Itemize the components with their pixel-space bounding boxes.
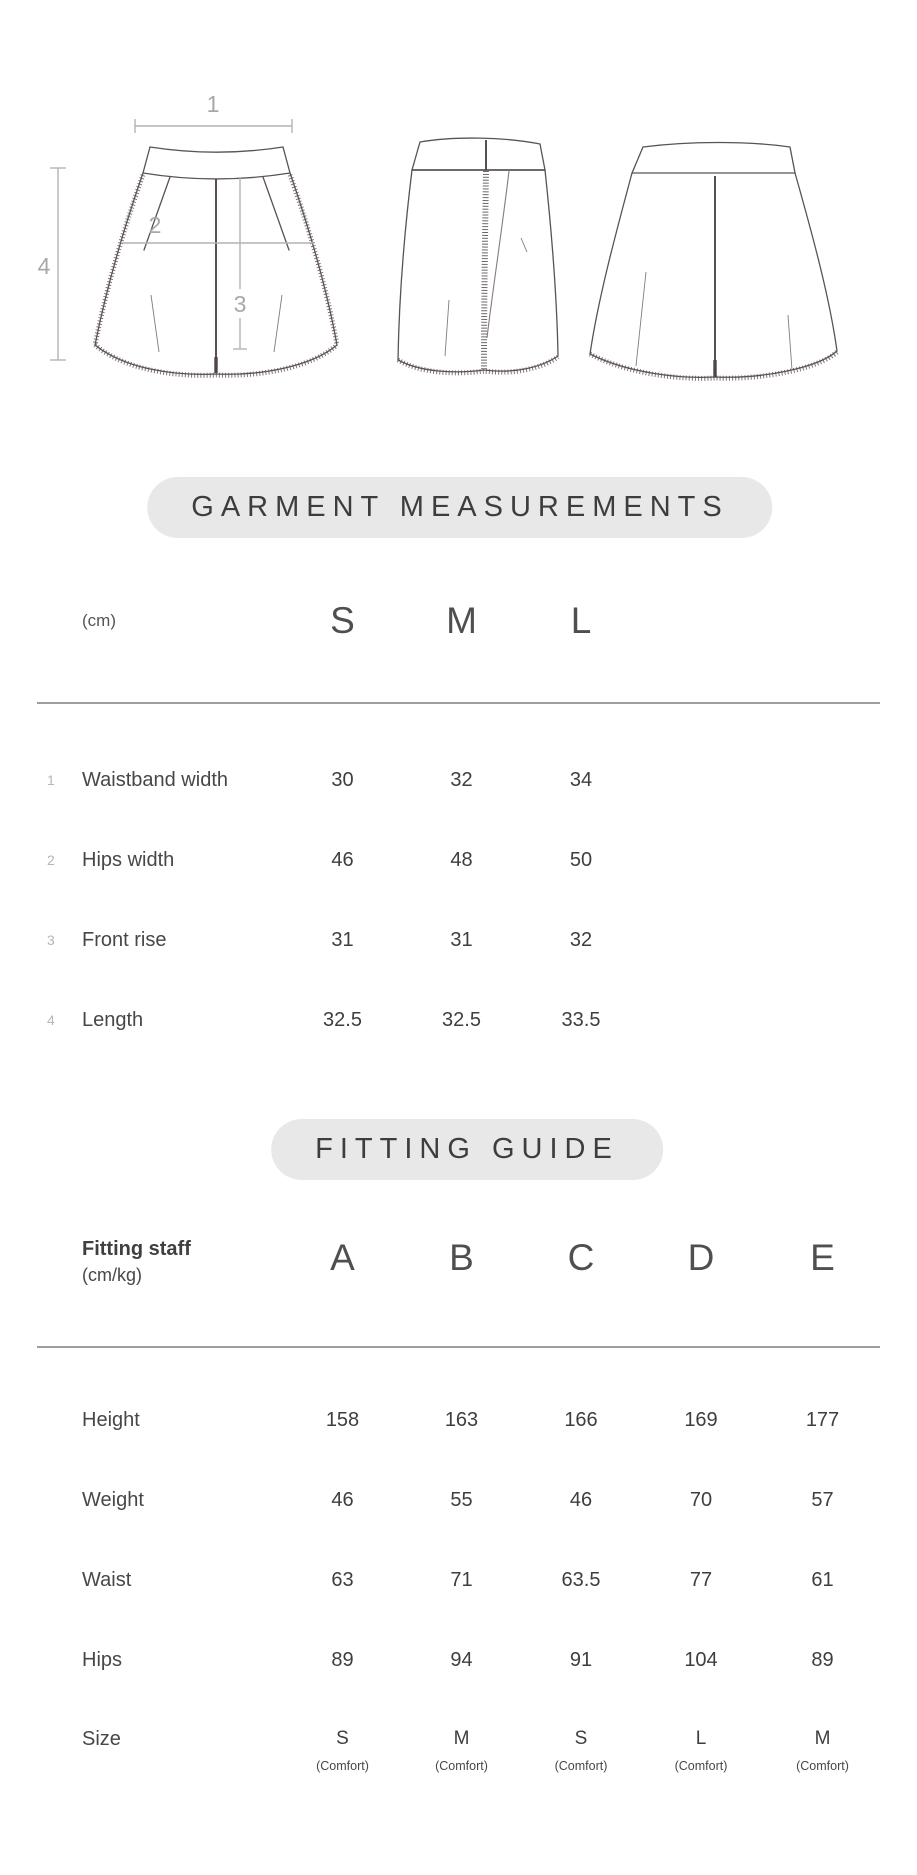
size-cell: S (Comfort) (283, 1700, 402, 1773)
table-row: Hips 89 94 91 104 89 (37, 1620, 880, 1700)
cell-value: 61 (811, 1568, 834, 1591)
size-note: (Comfort) (674, 1759, 728, 1773)
cell-value: 46 (569, 1488, 593, 1511)
row-label: Front rise (82, 928, 167, 951)
column-header-b: B (449, 1237, 474, 1278)
cell-value: 32 (450, 768, 473, 791)
cell-value: 91 (569, 1648, 593, 1671)
size-note: (Comfort) (435, 1759, 488, 1773)
size-value: M (814, 1728, 831, 1749)
dimension-label-4: 4 (38, 253, 51, 279)
row-label: Hips width (82, 848, 175, 871)
column-header-m: M (446, 600, 477, 641)
garment-table-header: (cm) S M L (37, 598, 880, 644)
cell-value: 57 (811, 1488, 834, 1511)
size-value: S (574, 1728, 588, 1749)
size-value: L (695, 1728, 707, 1749)
table-row: 4 Length 32.5 32.5 33.5 (37, 980, 880, 1060)
column-header-s: S (330, 600, 355, 641)
row-number: 3 (47, 932, 55, 948)
dimension-label-2: 2 (149, 212, 162, 238)
row-label: Height (82, 1408, 140, 1431)
cell-value: 32 (569, 928, 593, 951)
table-row: 2 Hips width 46 48 50 (37, 820, 880, 900)
table-row: Weight 46 55 46 70 57 (37, 1460, 880, 1540)
table-row: 3 Front rise 31 31 32 (37, 900, 880, 980)
garment-measurements-table: 1 Waistband width 30 32 34 2 Hips width … (37, 740, 880, 1060)
cell-value: 166 (564, 1408, 598, 1431)
column-header-c: C (567, 1237, 595, 1278)
row-number: 4 (47, 1012, 55, 1028)
garment-technical-drawing: 1 2 3 4 (38, 91, 839, 381)
row-label: Length (82, 1008, 144, 1031)
cell-value: 104 (684, 1648, 718, 1671)
row-label: Hips (82, 1648, 123, 1671)
cell-value: 30 (331, 768, 354, 791)
size-row: Size S (Comfort) M (Comfort) S (Comfort)… (37, 1700, 880, 1773)
divider (37, 1346, 880, 1348)
cell-value: 71 (450, 1568, 473, 1591)
cell-value: 63 (331, 1568, 354, 1591)
size-cell: M (Comfort) (402, 1700, 521, 1773)
unit-label-cm: (cm) (82, 611, 116, 630)
cell-value: 89 (331, 1648, 354, 1671)
back-view (588, 141, 839, 381)
cell-value: 77 (689, 1568, 713, 1591)
garment-measurements-title: GARMENT MEASUREMENTS (147, 477, 773, 538)
dimension-lines: 1 2 3 4 (38, 91, 313, 361)
cell-value: 89 (811, 1648, 834, 1671)
table-row: Height 158 163 166 169 177 (37, 1380, 880, 1460)
cell-value: 34 (569, 768, 593, 791)
row-label: Size (82, 1728, 121, 1750)
column-header-l: L (570, 600, 592, 641)
row-label: Waistband width (82, 768, 228, 791)
cell-value: 46 (331, 1488, 354, 1511)
cell-value: 46 (331, 848, 354, 871)
size-cell: L (Comfort) (641, 1700, 761, 1773)
unit-label-cmkg: (cm/kg) (82, 1265, 142, 1285)
size-note: (Comfort) (554, 1759, 608, 1773)
row-number: 1 (47, 772, 55, 788)
size-note: (Comfort) (316, 1759, 369, 1773)
front-view (92, 146, 340, 378)
size-cell: M (Comfort) (761, 1700, 884, 1773)
fitting-guide-title: FITTING GUIDE (271, 1119, 663, 1180)
cell-value: 33.5 (561, 1008, 601, 1031)
row-number: 2 (47, 852, 55, 868)
cell-value: 163 (444, 1408, 479, 1431)
cell-value: 32.5 (323, 1008, 362, 1031)
cell-value: 158 (325, 1408, 360, 1431)
fitting-staff-label: Fitting staff (82, 1238, 191, 1260)
cell-value: 48 (450, 848, 473, 871)
cell-value: 32.5 (442, 1008, 481, 1031)
row-label: Weight (82, 1488, 144, 1511)
cell-value: 169 (684, 1408, 718, 1431)
divider (37, 702, 880, 704)
cell-value: 31 (331, 928, 354, 951)
size-note: (Comfort) (796, 1759, 849, 1773)
fitting-guide-table: Height 158 163 166 169 177 Weight 46 55 … (37, 1380, 880, 1700)
column-header-a: A (330, 1237, 355, 1278)
table-row: Waist 63 71 63.5 77 61 (37, 1540, 880, 1620)
size-cell: S (Comfort) (521, 1700, 641, 1773)
cell-value: 177 (805, 1408, 840, 1431)
dimension-label-1: 1 (207, 91, 220, 117)
fitting-staff-label-block: Fitting staff (cm/kg) (37, 1236, 283, 1288)
cell-value: 31 (450, 928, 473, 951)
cell-value: 70 (689, 1488, 713, 1511)
side-view (396, 137, 560, 376)
size-value: S (336, 1728, 349, 1749)
fitting-table-header: Fitting staff (cm/kg) A B C D E (37, 1236, 880, 1316)
cell-value: 50 (569, 848, 593, 871)
column-header-e: E (810, 1237, 835, 1278)
row-label: Waist (82, 1568, 132, 1591)
cell-value: 55 (450, 1488, 473, 1511)
size-value: M (453, 1728, 470, 1749)
column-header-d: D (687, 1237, 715, 1278)
cell-value: 63.5 (561, 1568, 601, 1591)
cell-value: 94 (450, 1648, 473, 1671)
table-row: 1 Waistband width 30 32 34 (37, 740, 880, 820)
dimension-label-3: 3 (234, 291, 247, 317)
